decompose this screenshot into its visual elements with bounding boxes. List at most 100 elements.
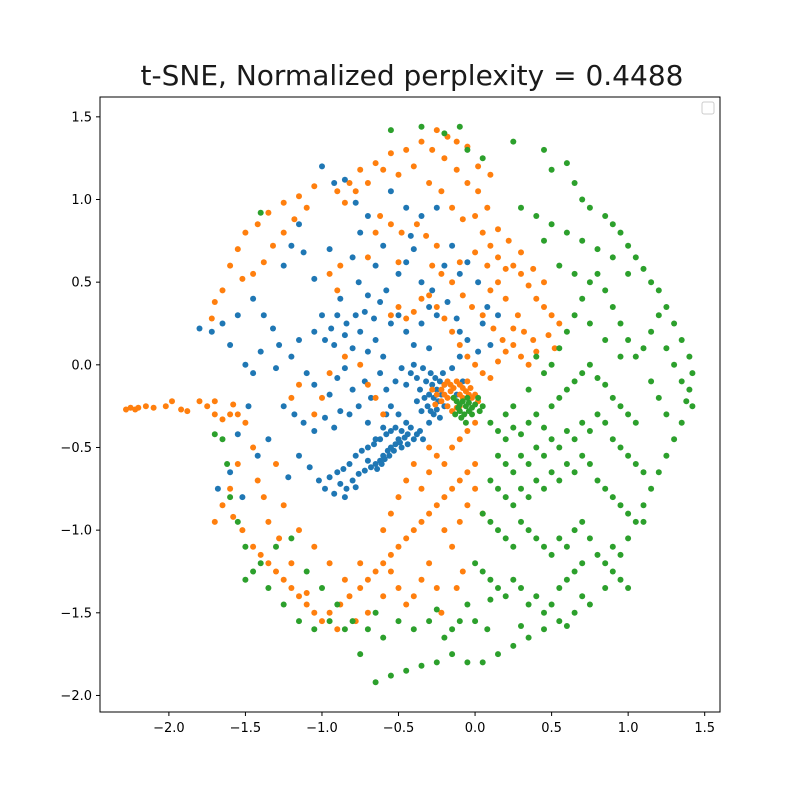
- point-2-156: [525, 527, 532, 534]
- point-0-142: [387, 428, 394, 434]
- point-0-31: [208, 328, 215, 335]
- point-0-170: [456, 353, 463, 360]
- point-2-53: [387, 672, 394, 679]
- point-2-136: [533, 477, 540, 484]
- point-1-144: [319, 394, 325, 401]
- point-0-76: [417, 386, 423, 393]
- point-1-7: [169, 398, 175, 405]
- point-2-111: [502, 461, 509, 467]
- point-2-237: [273, 543, 279, 550]
- point-1-50: [449, 204, 456, 211]
- point-1-70: [475, 188, 482, 195]
- point-0-197: [387, 403, 394, 410]
- point-1-152: [219, 502, 226, 509]
- point-0-63: [334, 375, 341, 381]
- point-1-134: [467, 385, 474, 391]
- point-1-229: [380, 527, 387, 534]
- point-0-155: [331, 424, 338, 431]
- point-1-32: [280, 199, 287, 206]
- point-2-228: [510, 403, 517, 410]
- point-2-227: [525, 386, 532, 393]
- point-2-88: [479, 403, 486, 410]
- point-1-85: [413, 221, 420, 228]
- point-0-22: [410, 246, 417, 253]
- point-1-34: [254, 221, 261, 228]
- point-1-154: [230, 513, 237, 520]
- point-1-71: [464, 180, 471, 186]
- point-1-204: [311, 543, 318, 550]
- point-2-241: [410, 626, 417, 633]
- point-0-61: [311, 381, 318, 388]
- point-1-106: [525, 361, 532, 368]
- point-2-207: [648, 378, 655, 385]
- point-2-140: [563, 461, 570, 467]
- point-1-52: [472, 213, 479, 219]
- point-2-134: [518, 485, 524, 492]
- point-0-134: [361, 467, 368, 474]
- point-0-33: [227, 342, 234, 348]
- point-1-178: [426, 510, 433, 517]
- point-1-171: [372, 568, 379, 575]
- x-tick-label: 1.0: [618, 721, 639, 736]
- series-2: [211, 123, 696, 686]
- point-0-25: [441, 262, 448, 269]
- point-1-205: [326, 560, 333, 567]
- point-2-137: [541, 485, 547, 492]
- point-2-25: [689, 370, 696, 377]
- point-2-21: [663, 304, 670, 310]
- x-tick-label: −1.5: [230, 721, 262, 736]
- point-1-238: [487, 287, 494, 294]
- point-0-184: [456, 328, 463, 335]
- point-2-198: [617, 320, 624, 327]
- point-2-162: [571, 527, 578, 534]
- point-0-118: [374, 466, 381, 472]
- point-2-171: [479, 568, 486, 575]
- point-2-183: [571, 568, 578, 575]
- point-0-72: [403, 381, 410, 388]
- point-0-44: [296, 337, 302, 343]
- legend-box: [701, 101, 715, 115]
- point-2-212: [548, 221, 555, 228]
- point-1-214: [433, 585, 440, 591]
- point-1-110: [438, 386, 445, 393]
- point-2-190: [556, 345, 563, 352]
- point-0-148: [417, 428, 423, 434]
- point-2-170: [472, 560, 479, 567]
- point-0-185: [377, 299, 384, 305]
- point-2-211: [533, 213, 540, 219]
- point-2-31: [663, 452, 670, 459]
- point-2-4: [464, 146, 471, 153]
- point-2-37: [617, 551, 624, 558]
- point-1-143: [326, 370, 333, 377]
- point-0-84: [433, 386, 440, 393]
- point-1-83: [387, 221, 394, 228]
- point-0-17: [357, 229, 364, 236]
- point-2-199: [625, 337, 632, 343]
- point-2-186: [456, 618, 463, 625]
- point-2-34: [640, 502, 647, 509]
- point-1-94: [433, 304, 440, 310]
- point-1-189: [395, 585, 402, 591]
- point-0-6: [403, 204, 410, 211]
- point-2-217: [625, 270, 632, 277]
- point-2-19: [648, 279, 655, 286]
- point-2-41: [571, 609, 578, 616]
- point-1-44: [270, 242, 276, 249]
- point-0-71: [398, 365, 405, 372]
- point-0-122: [371, 441, 377, 448]
- point-1-53: [479, 229, 486, 236]
- point-1-60: [533, 295, 540, 302]
- point-1-244: [490, 325, 497, 332]
- point-2-177: [525, 601, 532, 608]
- point-0-29: [475, 279, 482, 286]
- point-2-168: [617, 576, 624, 583]
- point-1-219: [433, 452, 440, 459]
- point-0-62: [326, 391, 333, 398]
- point-1-236: [372, 229, 379, 236]
- point-2-58: [311, 626, 318, 633]
- point-0-2: [341, 176, 348, 183]
- point-0-189: [337, 295, 344, 302]
- point-2-98: [548, 403, 555, 410]
- point-0-57: [410, 342, 417, 348]
- point-2-195: [594, 270, 601, 277]
